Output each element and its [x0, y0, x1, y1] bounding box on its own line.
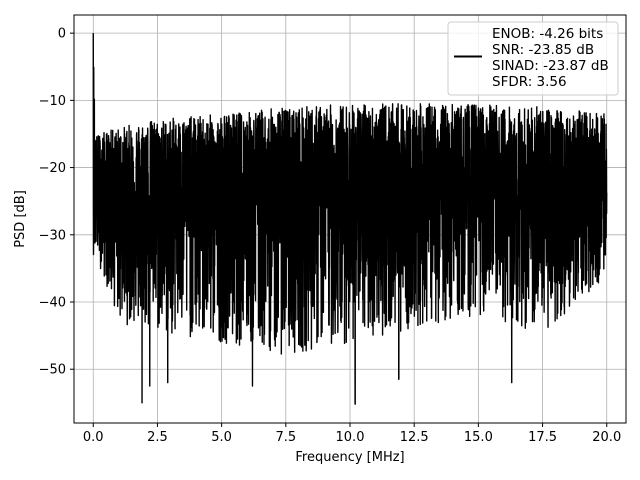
trace-layer [92, 33, 608, 405]
x-axis-label: Frequency [MHz] [295, 450, 404, 465]
legend-box [447, 21, 619, 96]
x-ticks: 0.0 2.5 5.0 7.5 10.0 12.5 15.0 17.5 20.0 [83, 423, 621, 445]
y-axis-label: PSD [dB] [13, 190, 28, 248]
x-tick-label: 12.5 [400, 430, 429, 445]
legend-entry-sfdr: SFDR: 3.56 [492, 74, 567, 90]
legend-entry-snr: SNR: -23.85 dB [492, 42, 594, 58]
psd-series-line [92, 33, 608, 405]
x-tick-label: 7.5 [275, 430, 296, 445]
y-ticks: 0 −10 −20 −30 −40 −50 [39, 27, 74, 378]
x-tick-label: 2.5 [147, 430, 168, 445]
x-tick-label: 0.0 [83, 430, 104, 445]
y-tick-label: −10 [39, 94, 66, 109]
legend: ENOB: -4.26 bits SNR: -23.85 dB SINAD: -… [447, 21, 619, 96]
x-tick-label: 15.0 [464, 430, 493, 445]
legend-entry-enob: ENOB: -4.26 bits [492, 26, 603, 42]
y-tick-label: −20 [39, 161, 66, 176]
y-tick-label: −40 [39, 296, 66, 311]
x-tick-label: 17.5 [528, 430, 557, 445]
x-tick-label: 5.0 [211, 430, 232, 445]
y-tick-label: −50 [39, 363, 66, 378]
legend-entry-sinad: SINAD: -23.87 dB [492, 58, 609, 74]
y-tick-label: 0 [58, 27, 66, 42]
y-tick-label: −30 [39, 228, 66, 243]
x-tick-label: 20.0 [592, 430, 621, 445]
x-tick-label: 10.0 [336, 430, 365, 445]
